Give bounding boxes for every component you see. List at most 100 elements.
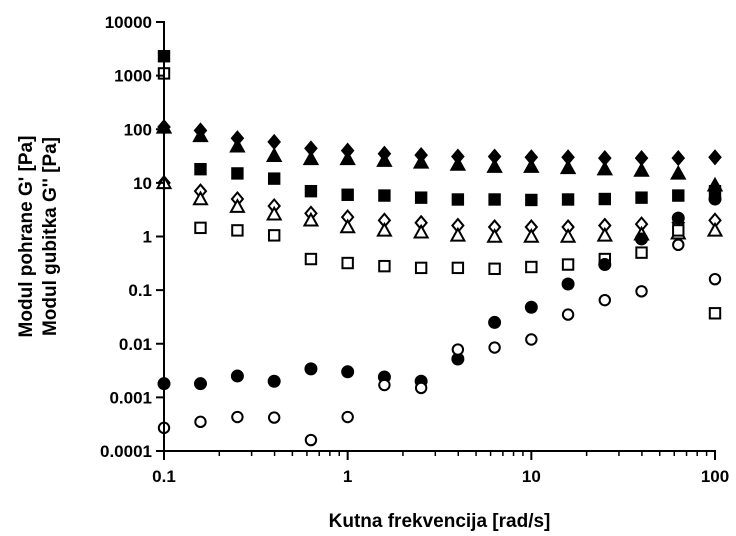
- y-tick-label: 0.001: [109, 388, 152, 407]
- data-point-open-circle: [342, 412, 352, 422]
- data-point-filled-square: [342, 190, 352, 200]
- data-point-open-square: [453, 263, 463, 273]
- data-point-filled-triangle: [525, 160, 538, 172]
- x-tick-label: 0.1: [152, 467, 176, 486]
- y-axis-title-line-1: Modul pohrane G' [Pa]: [16, 136, 37, 338]
- plot-area: [158, 51, 722, 445]
- data-point-open-triangle: [194, 193, 207, 205]
- data-point-filled-square: [416, 192, 426, 202]
- data-point-open-triangle: [562, 230, 575, 242]
- data-point-filled-circle: [269, 376, 280, 387]
- data-point-open-square: [379, 261, 389, 271]
- data-point-filled-square: [453, 194, 463, 204]
- data-point-open-square: [636, 247, 646, 257]
- data-point-filled-circle: [563, 279, 574, 290]
- data-point-filled-triangle: [268, 149, 281, 161]
- data-point-open-triangle: [488, 230, 501, 242]
- y-tick-label: 1000: [114, 67, 152, 86]
- y-tick-label: 100: [124, 120, 152, 139]
- data-point-open-triangle: [415, 226, 428, 238]
- data-point-filled-square: [600, 194, 610, 204]
- data-point-filled-diamond: [269, 135, 280, 148]
- data-point-filled-square: [563, 194, 573, 204]
- y-tick-label: 1: [143, 228, 152, 247]
- data-point-filled-square: [269, 173, 279, 183]
- data-point-open-circle: [489, 342, 499, 352]
- data-point-filled-square: [636, 192, 646, 202]
- y-axis-ticks: 10000 1000 100 10 1 0.1 0.01 0.001 0.0001: [100, 13, 164, 461]
- data-point-open-square: [416, 263, 426, 273]
- data-point-filled-circle: [599, 259, 610, 270]
- y-tick-label: 0.01: [119, 335, 152, 354]
- data-point-open-square: [232, 225, 242, 235]
- data-point-open-circle: [453, 344, 463, 354]
- data-point-open-square: [195, 223, 205, 233]
- data-point-filled-diamond: [673, 152, 684, 165]
- data-point-open-circle: [306, 435, 316, 445]
- x-tick-label: 1: [343, 467, 352, 486]
- data-point-filled-triangle: [598, 163, 611, 175]
- y-axis-title-line-2: Modul gubitka G'' [Pa]: [40, 137, 61, 336]
- data-point-filled-circle: [305, 363, 316, 374]
- data-point-filled-square: [232, 168, 242, 178]
- data-point-open-circle: [710, 274, 720, 284]
- data-point-filled-square: [306, 186, 316, 196]
- data-point-filled-square: [526, 195, 536, 205]
- data-point-open-triangle: [598, 229, 611, 241]
- data-point-open-square: [526, 262, 536, 272]
- data-point-open-circle: [563, 309, 573, 319]
- data-point-filled-triangle: [415, 156, 428, 168]
- x-axis-ticks: 0.1 1 10 100: [152, 451, 729, 486]
- data-point-filled-triangle: [341, 152, 354, 164]
- data-point-open-triangle: [709, 224, 722, 236]
- data-point-open-square: [306, 254, 316, 264]
- data-point-open-triangle: [231, 200, 244, 212]
- data-point-open-square: [269, 230, 279, 240]
- data-point-open-square: [673, 225, 683, 235]
- y-tick-label: 0.0001: [100, 442, 152, 461]
- data-point-open-square: [563, 259, 573, 269]
- data-point-open-square: [489, 264, 499, 274]
- data-point-open-triangle: [268, 208, 281, 220]
- data-point-filled-circle: [342, 366, 353, 377]
- data-point-open-circle: [195, 417, 205, 427]
- data-point-filled-triangle: [562, 161, 575, 173]
- data-point-filled-triangle: [451, 158, 464, 170]
- data-point-open-triangle: [341, 221, 354, 233]
- x-tick-label: 100: [701, 467, 729, 486]
- data-point-open-triangle: [525, 230, 538, 242]
- data-point-open-circle: [379, 380, 389, 390]
- data-point-open-square: [342, 258, 352, 268]
- data-point-filled-circle: [673, 213, 684, 224]
- data-point-filled-diamond: [710, 151, 721, 164]
- data-point-open-square: [710, 308, 720, 318]
- x-tick-label: 10: [522, 467, 541, 486]
- x-axis-title: Kutna frekvencija [rad/s]: [329, 511, 551, 532]
- data-point-filled-circle: [710, 194, 721, 205]
- data-point-open-triangle: [378, 224, 391, 236]
- data-point-open-circle: [416, 383, 426, 393]
- data-point-filled-triangle: [635, 164, 648, 176]
- data-point-filled-triangle: [672, 167, 685, 179]
- y-tick-label: 0.1: [128, 281, 152, 300]
- data-point-open-circle: [232, 412, 242, 422]
- data-point-filled-circle: [526, 302, 537, 313]
- data-point-filled-square: [379, 190, 389, 200]
- data-point-open-circle: [269, 412, 279, 422]
- data-point-filled-circle: [232, 371, 243, 382]
- data-point-filled-square: [673, 190, 683, 200]
- data-point-open-circle: [673, 240, 683, 250]
- data-point-open-triangle: [451, 229, 464, 241]
- data-point-open-circle: [526, 334, 536, 344]
- data-point-filled-square: [489, 194, 499, 204]
- data-point-filled-circle: [489, 317, 500, 328]
- y-tick-label: 10: [133, 174, 152, 193]
- y-tick-label: 10000: [105, 13, 152, 32]
- data-point-filled-triangle: [488, 160, 501, 172]
- data-point-filled-circle: [636, 233, 647, 244]
- data-point-filled-square: [195, 164, 205, 174]
- data-point-filled-triangle: [304, 152, 317, 164]
- data-point-open-circle: [636, 286, 646, 296]
- data-point-open-circle: [600, 295, 610, 305]
